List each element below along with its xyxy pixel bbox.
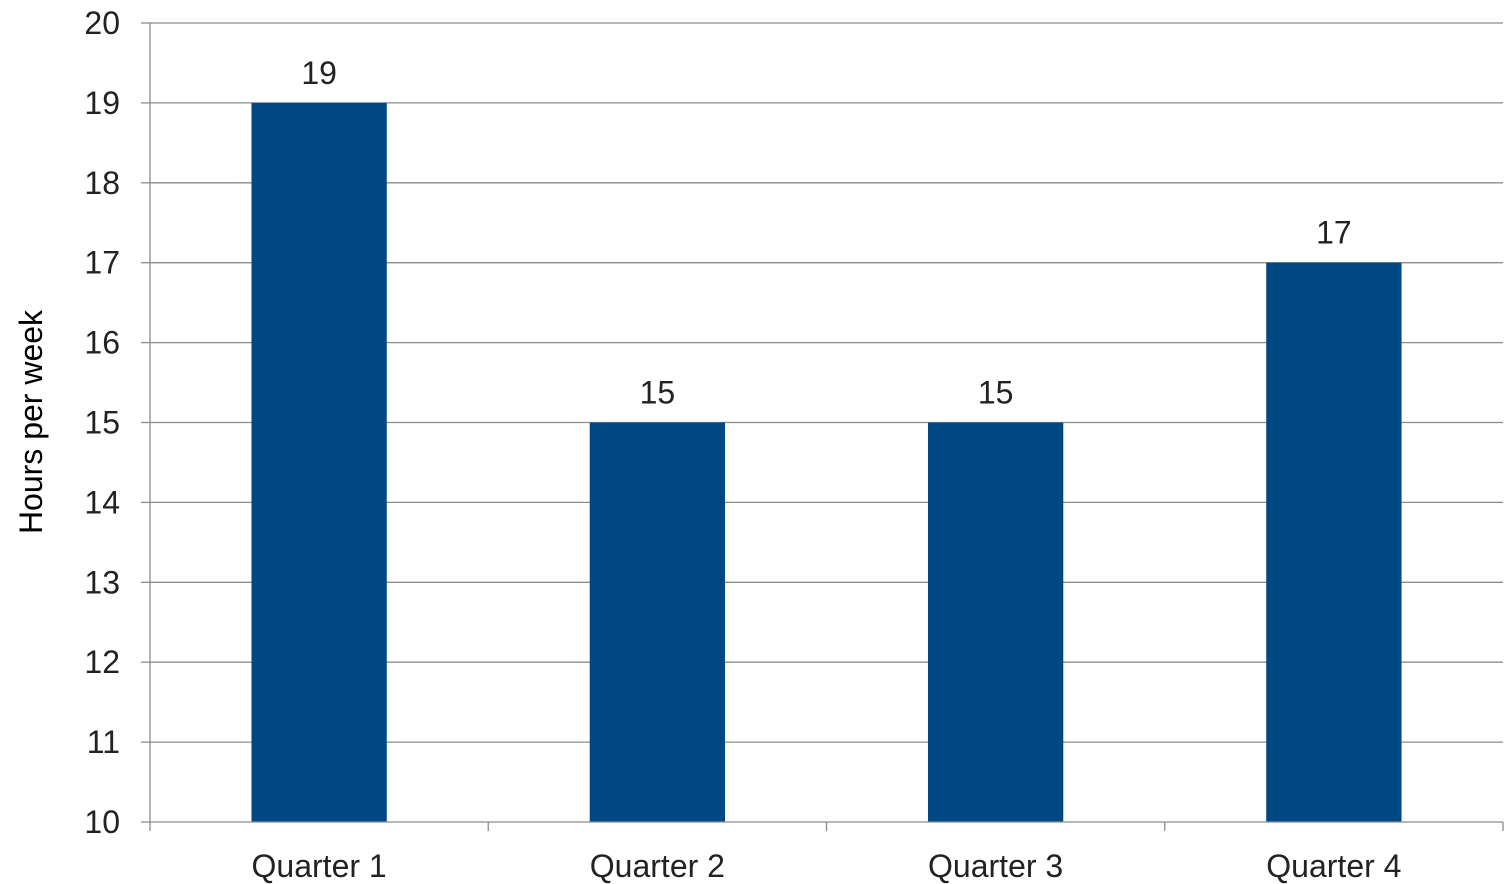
y-tick-label: 16 xyxy=(84,325,120,361)
data-labels: 19 15 15 17 xyxy=(301,55,1351,411)
y-tick-label: 15 xyxy=(84,405,120,441)
y-tick-label: 12 xyxy=(84,644,120,680)
bar xyxy=(927,422,1064,822)
y-axis-title: Hours per week xyxy=(13,309,49,534)
axes xyxy=(141,22,1504,831)
y-tick-label: 17 xyxy=(84,245,120,281)
y-tick-label: 11 xyxy=(87,724,120,760)
y-tick-label: 10 xyxy=(84,804,120,840)
data-label: 15 xyxy=(978,375,1014,411)
x-tick-label: Quarter 3 xyxy=(928,848,1063,884)
data-label: 15 xyxy=(640,375,676,411)
y-tick-label: 13 xyxy=(84,564,120,600)
data-label: 19 xyxy=(301,55,337,91)
bars xyxy=(251,102,1402,822)
bar xyxy=(251,102,387,822)
bar xyxy=(589,422,726,822)
y-tick-label: 18 xyxy=(84,165,120,201)
data-label: 17 xyxy=(1316,215,1352,251)
x-tick-label: Quarter 1 xyxy=(252,848,387,884)
y-tick-label: 19 xyxy=(84,85,120,121)
x-tick-labels: Quarter 1 Quarter 2 Quarter 3 Quarter 4 xyxy=(252,848,1402,884)
x-tick-label: Quarter 2 xyxy=(590,848,725,884)
bar xyxy=(1266,262,1402,822)
y-tick-label: 14 xyxy=(84,484,120,520)
x-tick-label: Quarter 4 xyxy=(1266,848,1401,884)
y-tick-labels: 10 11 12 13 14 15 16 17 18 19 20 xyxy=(84,5,120,840)
y-tick-label: 20 xyxy=(84,5,120,41)
